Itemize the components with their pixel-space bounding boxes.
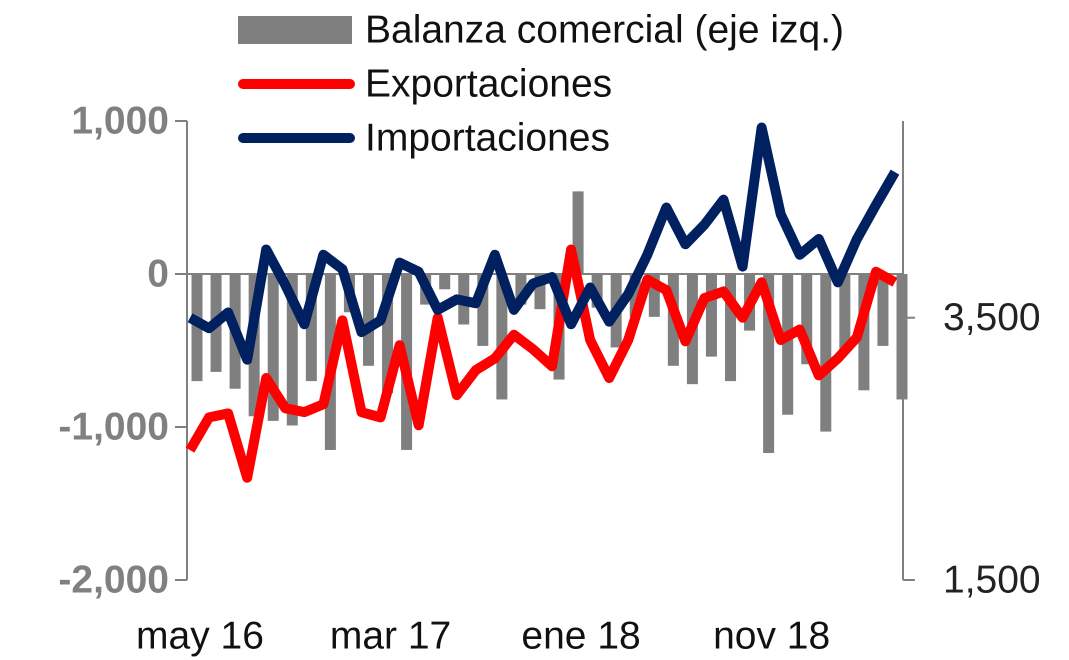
bar (705, 274, 717, 357)
bar (572, 191, 584, 274)
legend-label: Exportaciones (365, 62, 612, 105)
y-tick-label: 0 (147, 252, 169, 295)
y2-tick-label: 1,500 (943, 558, 1041, 601)
bar (305, 274, 317, 382)
x-tick-label: mar 17 (330, 614, 451, 657)
x-tick-label: ene 18 (521, 614, 640, 657)
x-tick-label: nov 18 (713, 614, 830, 657)
bar (763, 274, 775, 454)
bar (477, 274, 489, 346)
legend-label: Importaciones (365, 116, 610, 159)
y-tick-label: 1,000 (71, 99, 169, 142)
bar (858, 274, 870, 391)
legend-label: Balanza comercial (eje izq.) (365, 8, 844, 51)
line (187, 122, 900, 365)
bar (534, 274, 546, 310)
bar (362, 274, 374, 366)
bar (782, 274, 794, 415)
y-tick-label: -2,000 (58, 558, 169, 601)
bar (648, 274, 660, 317)
line (185, 244, 898, 483)
bar (629, 274, 641, 317)
x-tick-label: may 16 (136, 614, 264, 657)
bar (496, 274, 508, 400)
bar (725, 274, 737, 382)
bar (801, 274, 813, 365)
bar (515, 274, 527, 305)
y-tick-label: -1,000 (58, 405, 169, 448)
bar (439, 274, 451, 290)
bar (191, 274, 203, 382)
bar (877, 274, 889, 346)
y2-tick-label: 3,500 (943, 296, 1041, 339)
bar (839, 274, 851, 351)
legend-swatch (238, 16, 352, 44)
bar (267, 274, 279, 421)
bar (820, 274, 832, 432)
bar (286, 274, 298, 426)
bar (382, 274, 394, 394)
